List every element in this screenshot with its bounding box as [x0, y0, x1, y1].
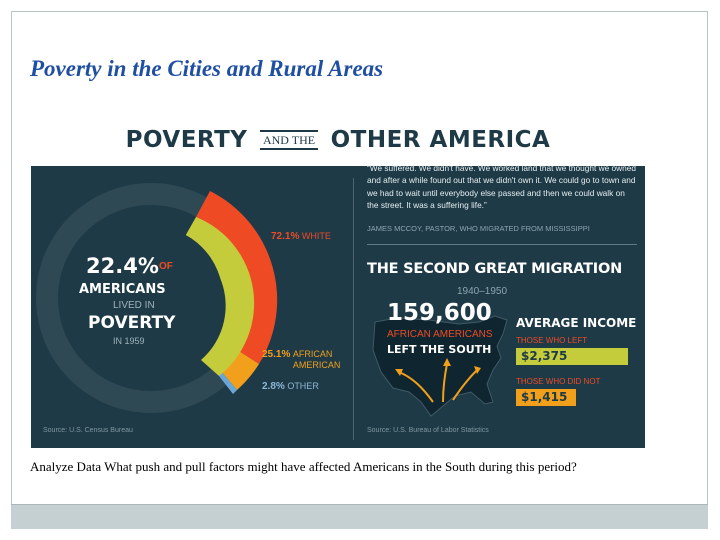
slide-title: Poverty in the Cities and Rural Areas — [30, 56, 384, 81]
income-left-bar — [516, 348, 628, 365]
labor-source: Source: U.S. Bureau of Labor Statistics — [367, 427, 489, 434]
left-the-south: LEFT THE SOUTH — [387, 343, 492, 356]
label-other-pct: 2.8% — [262, 381, 285, 392]
slide-caption: Analyze Data What push and pull factors … — [30, 459, 577, 474]
income-left-label: THOSE WHO LEFT — [516, 336, 588, 345]
donut-segment-total-poverty — [183, 217, 255, 376]
donut-segment-other — [219, 371, 237, 394]
us-map-icon — [372, 315, 508, 417]
income-title: AVERAGE INCOME — [516, 316, 637, 330]
title-left: POVERTY — [125, 127, 248, 153]
census-source: Source: U.S. Census Bureau — [43, 427, 133, 434]
migration-arrowhead-north — [443, 358, 451, 366]
label-white-pct: 72.1% — [271, 231, 300, 242]
donut-segment-white — [196, 191, 278, 364]
poverty-year: IN 1959 — [113, 336, 145, 346]
income-stayed-label: THOSE WHO DID NOT — [516, 377, 601, 386]
income-left-value: $2,375 — [521, 349, 568, 363]
infographic-title: POVERTY AND THE OTHER AMERICA — [31, 127, 645, 153]
poverty-word: POVERTY — [88, 313, 176, 333]
donut-center — [79, 226, 223, 370]
title-right: OTHER AMERICA — [330, 127, 551, 153]
slide-footer-bar — [11, 504, 708, 529]
migration-arrowhead-west — [395, 369, 403, 376]
label-african-american-text: AFRICAN AMERICAN — [292, 349, 341, 370]
migrant-count: 159,600 — [387, 300, 492, 326]
migration-arrow-northeast — [452, 369, 478, 401]
migration-arrow-north — [442, 363, 448, 403]
migrant-quote: “We suffered. We didn't have. We worked … — [367, 163, 636, 210]
label-white-text: WHITE — [301, 231, 331, 241]
label-african-american-pct: 25.1% — [262, 349, 291, 360]
poverty-americans: AMERICANS — [79, 282, 166, 297]
poverty-of: OF — [159, 261, 173, 272]
label-african-american: 25.1% AFRICAN AMERICAN — [262, 349, 373, 371]
poverty-lived-in: LIVED IN — [113, 300, 155, 311]
income-stayed-bar — [516, 389, 576, 406]
label-white: 72.1% WHITE — [271, 231, 331, 242]
migration-arrow-west — [398, 371, 434, 403]
infographic-header — [31, 120, 645, 166]
label-other-text: OTHER — [287, 381, 319, 391]
title-joiner: AND THE — [259, 130, 319, 150]
us-map-outline — [372, 315, 508, 417]
panel-divider — [353, 178, 354, 440]
migrant-description: AFRICAN AMERICANS — [387, 329, 493, 340]
migration-arrowhead-northeast — [474, 366, 481, 374]
label-other: 2.8% OTHER — [262, 381, 319, 392]
poverty-donut-chart — [36, 183, 278, 413]
income-stayed-value: $1,415 — [521, 390, 568, 404]
migration-title: THE SECOND GREAT MIGRATION — [367, 261, 623, 277]
infographic: POVERTY AND THE OTHER AMERICA 22.4% OF A… — [31, 120, 645, 448]
migration-years: 1940–1950 — [457, 286, 508, 297]
quote-attribution: JAMES MCCOY, PASTOR, WHO MIGRATED FROM M… — [367, 224, 590, 233]
quote-rule — [367, 244, 637, 245]
poverty-percent: 22.4% — [86, 254, 159, 278]
